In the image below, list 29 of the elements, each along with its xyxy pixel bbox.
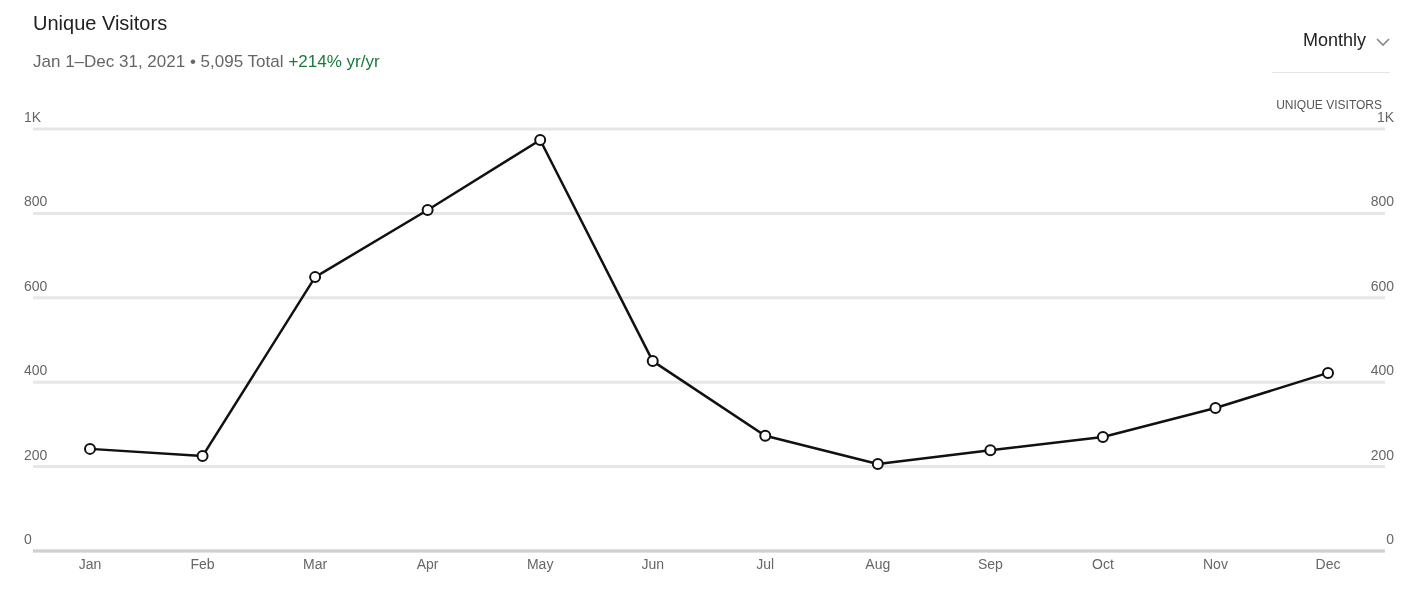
y2-tick-label: 800 (1370, 193, 1395, 210)
y2-tick-label: 600 (1370, 277, 1395, 294)
x-tick-label: Nov (1203, 555, 1228, 572)
y-tick-label: 600 (24, 277, 48, 294)
x-tick-label: Jun (641, 555, 665, 572)
x-tick-label: Apr (416, 555, 439, 572)
y-tick-label: 400 (24, 362, 48, 379)
y-tick-label: 200 (24, 446, 48, 463)
x-tick-label: Jan (78, 555, 102, 572)
x-tick-label: Sep (977, 555, 1004, 572)
y-tick-label: 800 (24, 193, 48, 210)
y-tick-label: 0 (24, 531, 32, 547)
x-tick-label: May (526, 555, 554, 572)
x-tick-label: Dec (1315, 555, 1341, 572)
chart-title: Unique Visitors (33, 12, 168, 35)
y2-tick-label: 400 (1370, 362, 1395, 379)
text: +214% yr/yr (288, 52, 380, 71)
x-tick-label: Feb (190, 555, 215, 572)
y2-tick-label: 0 (1386, 531, 1395, 547)
chart-subtitle: Jan 1–Dec 31, 2021 • 5,095 Total (33, 52, 284, 71)
text: Monthly (1302, 30, 1366, 51)
y2-tick-label: 1K (1376, 109, 1395, 125)
x-tick-label: Mar (303, 555, 328, 572)
x-tick-label: Oct (1092, 555, 1114, 572)
y2-tick-label: 200 (1370, 446, 1395, 463)
x-tick-label: Jul (756, 555, 775, 572)
y2-axis-title: UNIQUE VISITORS (1276, 98, 1382, 112)
x-tick-label: Aug (865, 555, 891, 572)
y-tick-label: 1K (24, 109, 42, 125)
